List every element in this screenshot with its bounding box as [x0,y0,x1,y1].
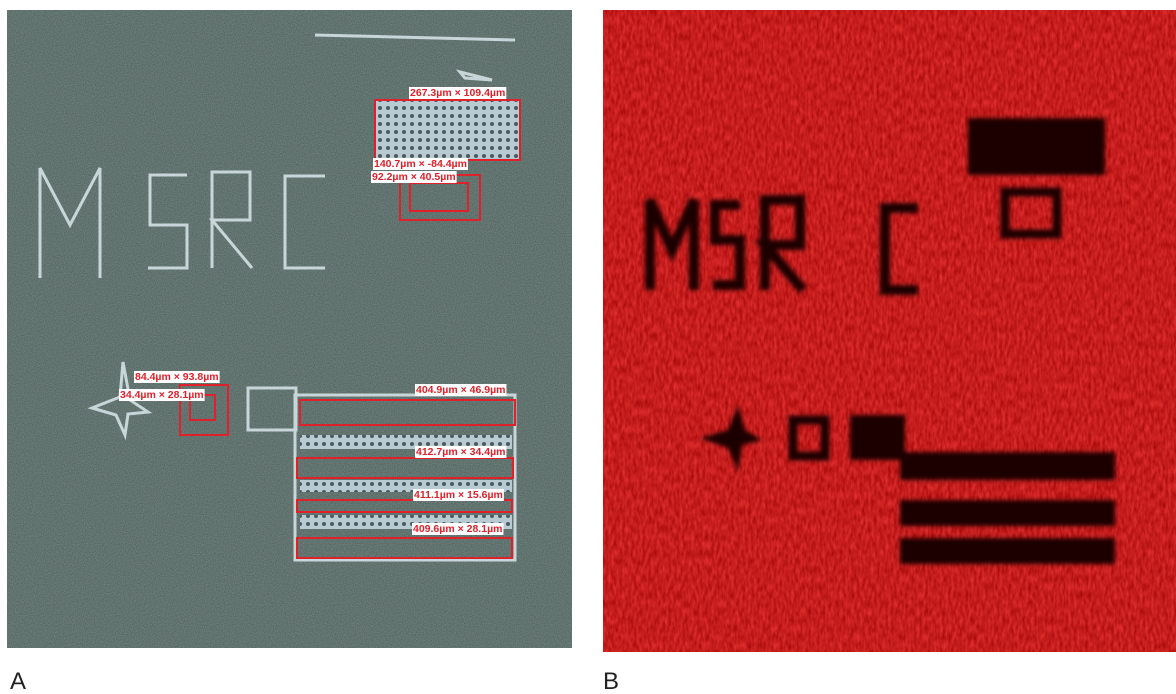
measurement-label: 404.9µm × 46.9µm [416,384,505,396]
measurement-label: 267.3µm × 109.4µm [410,87,505,99]
measurement-label: 140.7µm × -84.4µm [374,158,467,170]
panel-label: A [10,668,26,694]
shape [900,538,1115,564]
measurement-label: 84.4µm × 93.8µm [135,371,219,383]
shape [900,452,1115,480]
shape [850,415,905,460]
panel-label: B [603,668,619,694]
measurement-label: 411.1µm × 15.6µm [414,489,503,501]
measurement-label: 409.6µm × 28.1µm [413,523,502,535]
shape [968,118,1105,175]
measurement-label: 92.2µm × 40.5µm [372,171,456,183]
panel-b [603,10,1176,652]
measurement-label: 412.7µm × 34.4µm [416,446,505,458]
figure: 267.3µm × 109.4µm 140.7µm × -84.4µm92.2µm… [0,0,1176,694]
shape [900,500,1115,526]
shape [375,100,520,160]
panel-a: 267.3µm × 109.4µm 140.7µm × -84.4µm92.2µm… [7,10,572,648]
measurement-label: 34.4µm × 28.1µm [120,389,204,401]
